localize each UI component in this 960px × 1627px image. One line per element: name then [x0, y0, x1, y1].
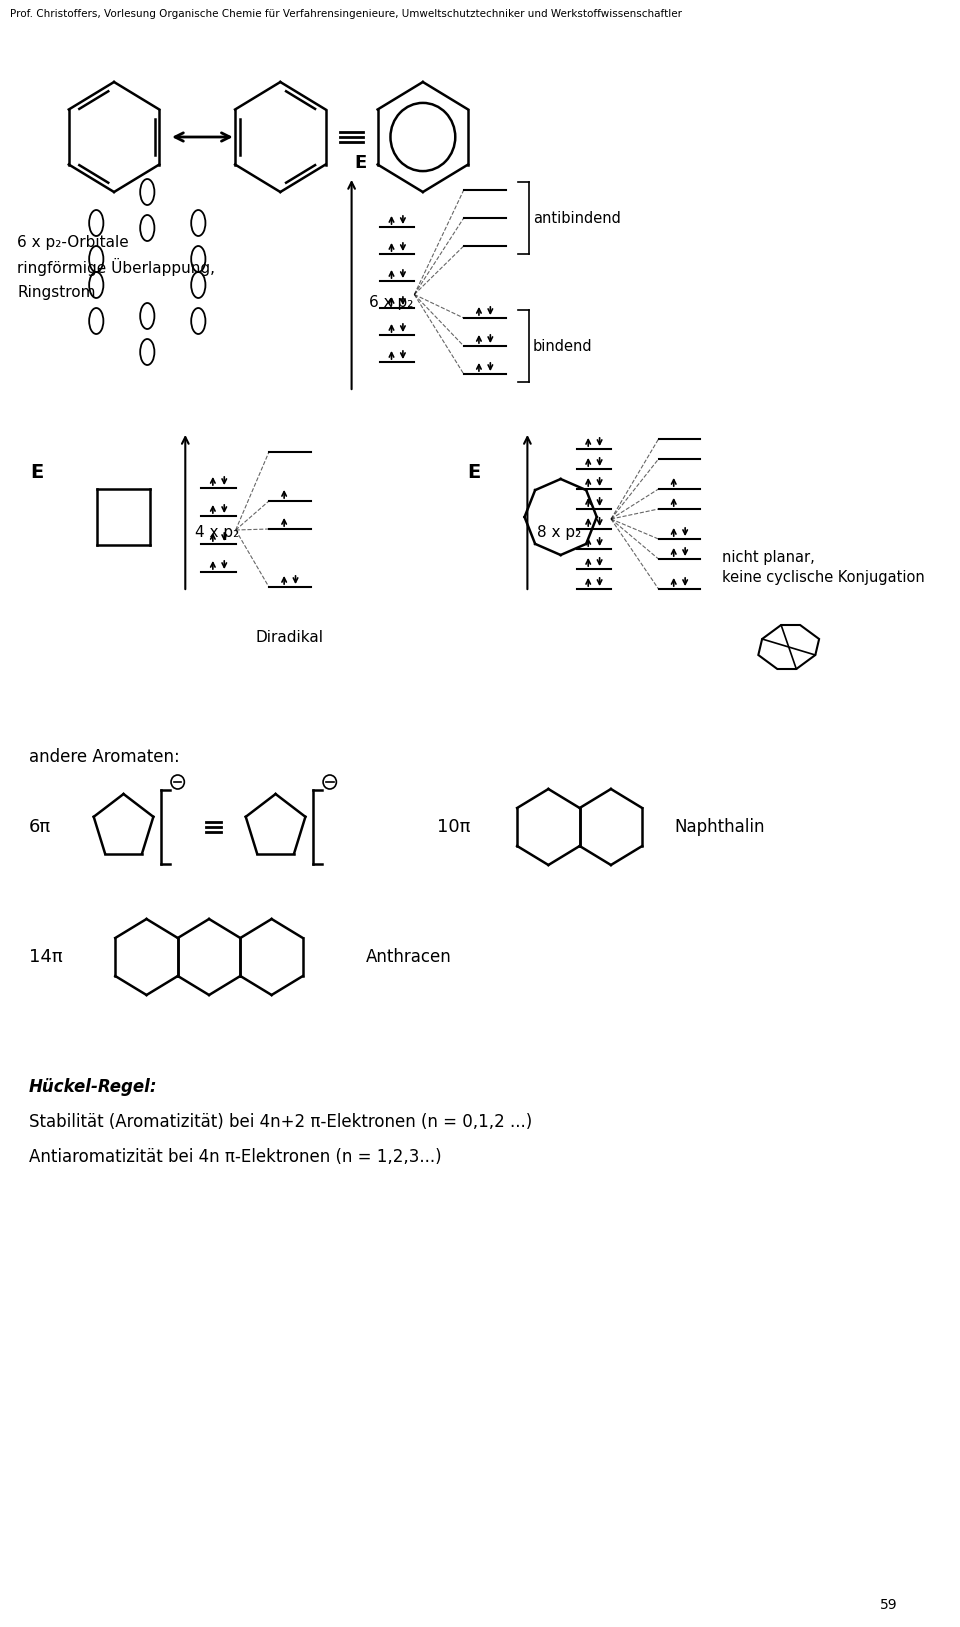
Text: antibindend: antibindend — [533, 210, 621, 226]
Text: 59: 59 — [880, 1598, 898, 1612]
Text: E: E — [31, 462, 43, 482]
Text: ringförmige Überlappung,: ringförmige Überlappung, — [17, 259, 215, 277]
Text: E: E — [468, 462, 481, 482]
Text: bindend: bindend — [533, 338, 592, 353]
Text: E: E — [354, 155, 367, 172]
Text: Naphthalin: Naphthalin — [675, 818, 765, 836]
Text: Ringstrom: Ringstrom — [17, 285, 96, 299]
Text: andere Aromaten:: andere Aromaten: — [29, 748, 180, 766]
Text: Antiaromatizität bei 4n π-Elektronen (n = 1,2,3...): Antiaromatizität bei 4n π-Elektronen (n … — [29, 1149, 442, 1167]
Text: 6π: 6π — [29, 818, 51, 836]
Text: 10π: 10π — [437, 818, 470, 836]
Text: Hückel-Regel:: Hückel-Regel: — [29, 1079, 157, 1097]
Text: 14π: 14π — [29, 949, 62, 966]
Text: 8 x p₂: 8 x p₂ — [537, 524, 581, 540]
Text: 6 x p₂-Orbitale: 6 x p₂-Orbitale — [17, 234, 129, 249]
Text: 4 x p₂: 4 x p₂ — [195, 524, 239, 540]
Text: Anthracen: Anthracen — [366, 949, 451, 966]
Text: Prof. Christoffers, Vorlesung Organische Chemie für Verfahrensingenieure, Umwelt: Prof. Christoffers, Vorlesung Organische… — [10, 10, 682, 20]
Text: 6 x p₂: 6 x p₂ — [369, 294, 413, 309]
Text: Diradikal: Diradikal — [255, 630, 324, 644]
Text: Stabilität (Aromatizität) bei 4n+2 π-Elektronen (n = 0,1,2 ...): Stabilität (Aromatizität) bei 4n+2 π-Ele… — [29, 1113, 532, 1131]
Text: keine cyclische Konjugation: keine cyclische Konjugation — [722, 569, 924, 584]
Text: nicht planar,: nicht planar, — [722, 550, 815, 565]
